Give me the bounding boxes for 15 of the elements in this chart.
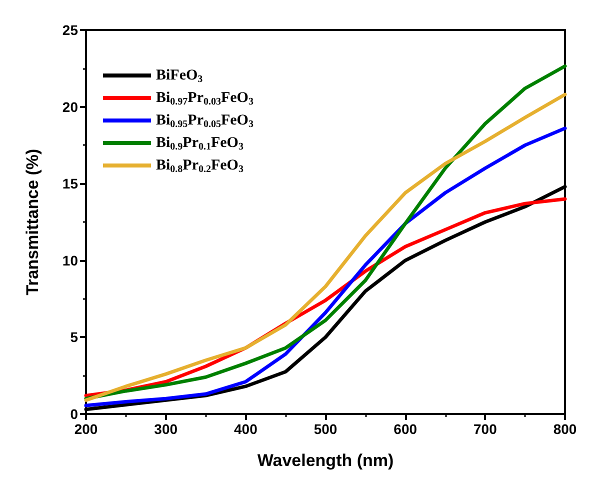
x-tick-label: 700 bbox=[473, 421, 498, 437]
y-tick-label: 10 bbox=[62, 252, 78, 268]
x-tick-label: 300 bbox=[154, 421, 178, 437]
y-tick-label: 5 bbox=[70, 329, 78, 346]
x-tick-label: 500 bbox=[314, 421, 338, 437]
x-axis-title: Wavelength (nm) bbox=[257, 451, 394, 470]
x-tick-label: 600 bbox=[394, 421, 418, 437]
y-tick-label: 15 bbox=[62, 176, 78, 192]
y-tick-label: 20 bbox=[62, 98, 78, 115]
y-tick-label: 0 bbox=[70, 406, 78, 422]
y-tick-label: 25 bbox=[62, 22, 78, 38]
x-tick-label: 800 bbox=[553, 421, 577, 437]
y-axis-title: Transmittance (%) bbox=[23, 148, 42, 296]
x-tick-label: 200 bbox=[74, 421, 98, 437]
x-tick-label: 400 bbox=[234, 421, 258, 437]
